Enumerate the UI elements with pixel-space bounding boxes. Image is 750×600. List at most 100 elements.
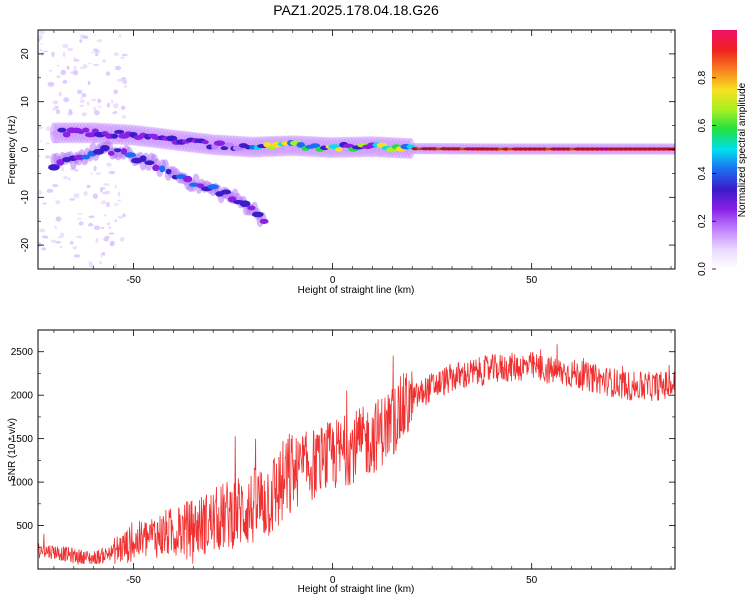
spectrogram-speckle — [113, 52, 120, 57]
x-tick-label: 50 — [526, 275, 538, 286]
spectrogram-speckle — [114, 202, 117, 207]
snr-y-tick-labels: 500 1000 1500 2000 2500 — [11, 347, 34, 532]
spectrogram-speckle — [114, 65, 122, 71]
spectrogram-speckle — [101, 251, 106, 256]
snr-series-group — [38, 344, 675, 566]
spectrogram-speckle — [92, 193, 98, 199]
spectrogram-speckle — [42, 202, 47, 205]
spectrogram-speckle — [73, 57, 76, 62]
spectrogram-speckle — [77, 89, 83, 95]
y-tick-label: -20 — [20, 237, 31, 252]
snr-x-label: Height of straight line (km) — [298, 584, 415, 595]
spectrogram-blob — [201, 140, 209, 145]
spectrogram-blob-lower — [259, 218, 269, 224]
spectrogram-speckle — [40, 43, 43, 45]
spectrogram-speckle — [114, 184, 117, 189]
spectrogram-blob-lower — [56, 159, 65, 166]
spectrogram-speckle — [88, 62, 92, 65]
spectrogram-blob-lower — [247, 205, 256, 211]
spectrogram-speckle — [109, 240, 115, 247]
spectrogram-speckle — [108, 226, 112, 230]
spectrogram-speckle — [90, 172, 93, 175]
y-tick-label: 500 — [16, 521, 33, 532]
spectrogram-speckle — [67, 47, 74, 52]
spectrogram-speckle — [58, 235, 65, 238]
spectrogram-speckle — [110, 99, 114, 104]
spectrogram-speckle — [93, 64, 100, 66]
spectrogram-blob — [62, 131, 71, 138]
spectrogram-speckle — [56, 75, 61, 79]
spectrogram-speckle — [69, 198, 76, 201]
snr-frame — [37, 329, 676, 570]
spectrogram-blob-lower — [183, 175, 193, 183]
spectrogram-blob — [310, 143, 321, 149]
spectrogram-heat — [38, 30, 675, 269]
spectrogram-speckle — [73, 254, 81, 258]
spectrogram-speckle — [51, 51, 55, 58]
x-tick-label: -50 — [126, 275, 141, 286]
spectrogram-speckle — [112, 103, 119, 109]
colorbar-tick-label: 0.6 — [697, 118, 708, 132]
spectrogram-speckle — [79, 66, 86, 69]
x-tick-label: 50 — [526, 575, 538, 586]
spectrogram-blob-lower — [48, 164, 60, 171]
spectrogram-blob-lower — [81, 154, 91, 160]
spectrogram-speckle — [93, 165, 97, 172]
spectrogram-speckle — [98, 261, 102, 265]
spectrogram-speckle — [47, 81, 55, 87]
spectrogram-speckle — [81, 112, 88, 117]
spectrogram-speckle — [83, 191, 88, 196]
spectrogram-speckle — [77, 213, 84, 215]
spectrogram-speckle — [51, 239, 56, 243]
spectrogram-y-label: Frequency (Hz) — [7, 116, 18, 185]
spectrogram-speckle — [38, 30, 45, 35]
spectrogram-blob — [110, 133, 118, 139]
snr-y-label: SNR (10 * v/v) — [7, 418, 18, 482]
spectrogram-speckle — [116, 78, 124, 82]
colorbar-ticks: 0.0 0.2 0.4 0.6 0.8 — [697, 70, 716, 276]
spectrogram-blob-lower — [165, 168, 172, 175]
spectrogram-speckle — [63, 97, 70, 103]
spectrogram-speckle — [97, 105, 102, 108]
spectrogram-speckle — [88, 263, 94, 268]
y-tick-label: 10 — [20, 96, 31, 108]
spectrogram-speckle — [118, 215, 124, 219]
spectrogram-speckle — [72, 246, 78, 250]
spectrogram-speckle — [38, 34, 44, 40]
spectrogram-y-tick-labels: -20 -10 0 10 20 — [20, 48, 31, 252]
spectrogram-speckle — [55, 200, 61, 205]
spectrogram-speckle — [49, 69, 52, 72]
spectrogram-blob — [335, 147, 343, 152]
spectrogram-speckle — [107, 222, 110, 226]
spectrogram-speckle — [60, 69, 67, 76]
spectrogram-speckle — [63, 175, 68, 180]
spectrogram-speckle — [106, 202, 110, 208]
spectrogram-speckle — [79, 39, 83, 43]
spectrogram-speckle — [86, 100, 90, 107]
spectrogram-speckle — [39, 140, 43, 143]
colorbar-tick-label: 0.4 — [697, 166, 708, 180]
spectrogram-x-label: Height of straight line (km) — [298, 285, 415, 296]
spectrogram-speckle — [46, 188, 54, 193]
spectrogram-speckle — [41, 247, 47, 251]
spectrogram-speckle — [38, 154, 41, 157]
spectrogram-speckle — [103, 183, 110, 186]
spectrogram-speckle — [108, 232, 115, 235]
spectrogram-speckle — [121, 53, 128, 57]
spectrogram-speckle — [45, 156, 51, 159]
spectrogram-speckle — [59, 232, 65, 237]
spectrogram-speckle — [42, 50, 49, 53]
spectrogram-speckle — [62, 51, 66, 58]
spectrogram-blob-lower — [196, 183, 205, 189]
spectrogram-speckle — [51, 107, 59, 111]
spectrogram-speckle — [122, 213, 126, 218]
spectrogram-blob-lower — [207, 184, 219, 190]
spectrogram-speckle — [51, 184, 59, 188]
spectrogram-blob-lower — [100, 144, 110, 152]
spectrogram-speckle — [45, 142, 50, 145]
spectrogram-blob — [263, 141, 272, 148]
spectrogram-speckle — [87, 80, 91, 86]
spectrogram-speckle — [117, 199, 122, 202]
spectrogram-speckle — [121, 115, 127, 119]
